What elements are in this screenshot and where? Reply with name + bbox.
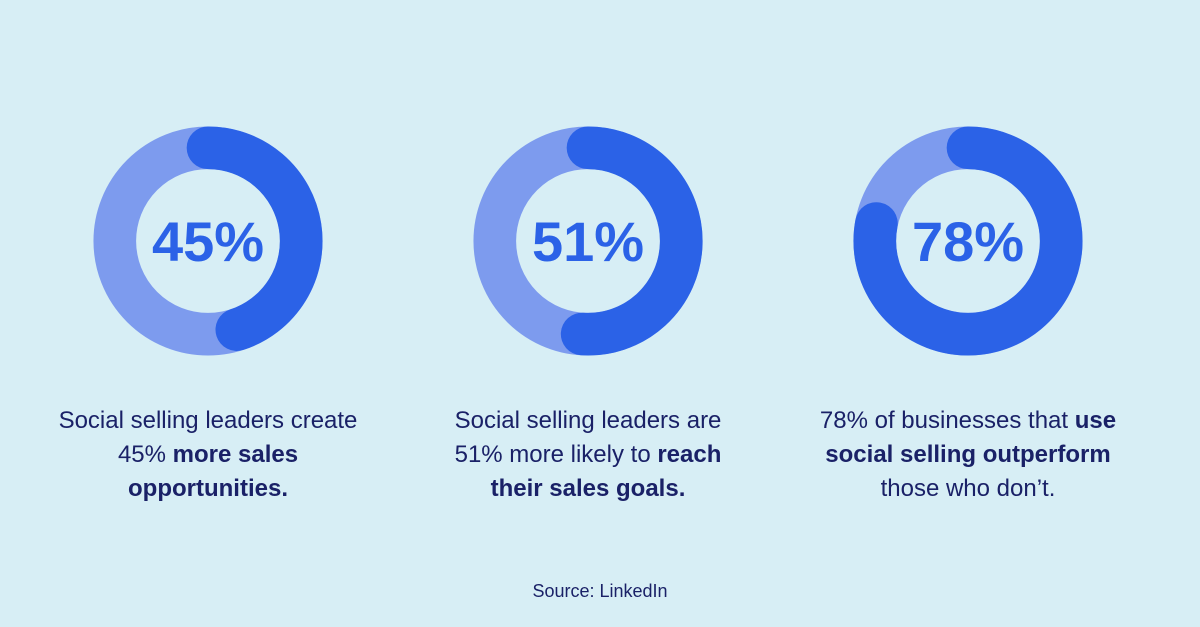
- donut-percent-label: 45%: [151, 209, 265, 273]
- stat-card-45: 45% Social selling leaders create 45% mo…: [18, 122, 398, 506]
- donut-value-arc: [853, 126, 1083, 356]
- donut-value-arc: [186, 126, 323, 351]
- stat-card-51: 51% Social selling leaders are 51% more …: [398, 122, 778, 506]
- stat-cards-row: 45% Social selling leaders create 45% mo…: [18, 122, 1158, 506]
- donut-percent-label: 78%: [911, 209, 1025, 273]
- donut-value-arc: [560, 126, 703, 356]
- donut-percent-label: 51%: [531, 209, 645, 273]
- stat-caption: Social selling leaders create 45% more s…: [58, 407, 358, 502]
- stat-caption: 78% of businesses that use social sellin…: [819, 407, 1117, 502]
- donut-chart-78: 78%: [849, 122, 1087, 360]
- donut-chart-45: 45%: [89, 122, 327, 360]
- stat-card-78: 78% 78% of businesses that use social se…: [778, 122, 1158, 506]
- donut-chart-51: 51%: [469, 122, 707, 360]
- stat-caption: Social selling leaders are 51% more like…: [454, 407, 722, 502]
- source-attribution: Source: LinkedIn: [532, 581, 668, 601]
